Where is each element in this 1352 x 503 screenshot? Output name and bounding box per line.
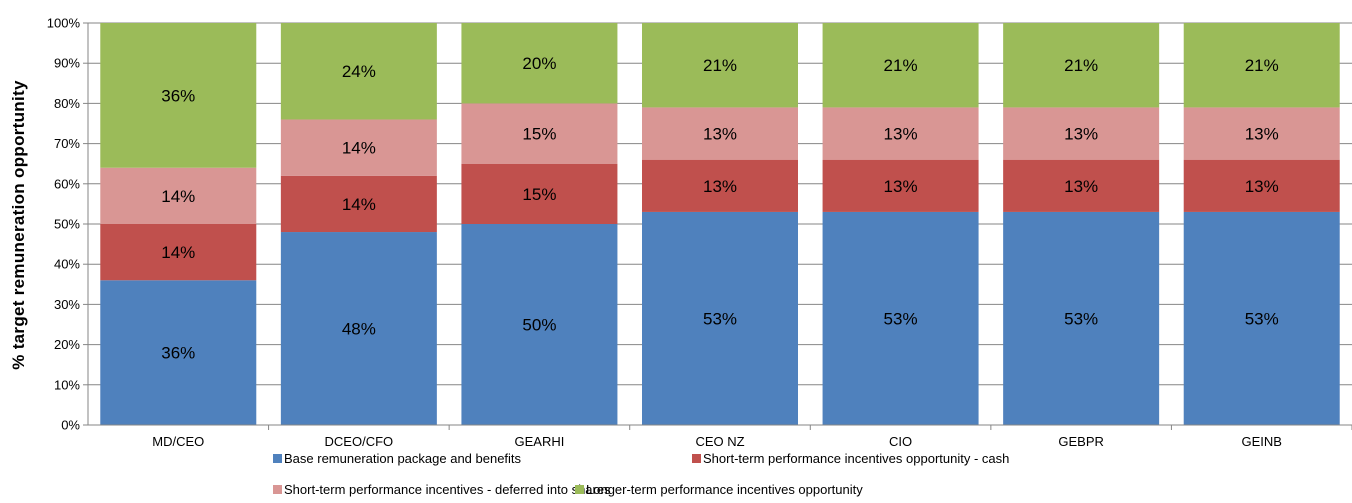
legend-label: Short-term performance incentives - defe… (284, 482, 611, 497)
data-label: 15% (522, 125, 556, 144)
bar-segment (642, 211, 798, 425)
data-label: 13% (703, 177, 737, 196)
bar-segment (642, 23, 798, 108)
data-label: 14% (342, 195, 376, 214)
y-tick-label: 90% (54, 56, 80, 71)
bar-segment (461, 224, 618, 425)
data-label: 36% (161, 344, 195, 363)
legend-label: Short-term performance incentives opport… (703, 451, 1009, 466)
bar-segment (1183, 23, 1340, 108)
data-label: 13% (1064, 125, 1098, 144)
bar-segment (1003, 159, 1160, 212)
bar-segment (280, 175, 437, 233)
data-label: 13% (1064, 177, 1098, 196)
y-tick-label: 20% (54, 337, 80, 352)
data-label: 21% (884, 56, 918, 75)
bar-segment (100, 23, 257, 168)
data-label: 13% (703, 125, 737, 144)
data-label: 14% (342, 139, 376, 158)
bar-segment (822, 23, 979, 108)
y-tick-label: 100% (47, 16, 81, 31)
bar-segment (280, 232, 437, 425)
y-tick-label: 40% (54, 257, 80, 272)
data-label: 53% (1245, 309, 1279, 328)
data-label: 21% (1245, 56, 1279, 75)
data-label: 21% (703, 56, 737, 75)
y-tick-label: 50% (54, 217, 80, 232)
data-label: 53% (703, 309, 737, 328)
data-label: 48% (342, 320, 376, 339)
legend-label: Longer-term performance incentives oppor… (586, 482, 863, 497)
x-category-label: GEINB (1241, 434, 1281, 449)
bar-segment (822, 107, 979, 160)
x-category-label: MD/CEO (152, 434, 204, 449)
bar-segment (642, 159, 798, 212)
bar-segment (642, 107, 798, 160)
data-label: 50% (522, 316, 556, 335)
data-label: 13% (884, 125, 918, 144)
x-category-label: GEBPR (1058, 434, 1104, 449)
data-label: 13% (884, 177, 918, 196)
y-tick-label: 10% (54, 377, 80, 392)
y-tick-label: 70% (54, 136, 80, 151)
bars-group: 36% 14% 14% 36% 48% 14% 14% 24% 50% 15% 15% 20% 53% 1… (100, 23, 1340, 425)
bar-segment (461, 23, 618, 104)
y-tick-label: 0% (61, 418, 80, 433)
bar-segment (100, 224, 257, 281)
x-category-label: CIO (889, 434, 912, 449)
bar-segment (280, 23, 437, 120)
legend-swatch (692, 454, 701, 463)
legend-swatch (575, 485, 584, 494)
y-tick-label: 80% (54, 96, 80, 111)
data-label: 14% (161, 243, 195, 262)
bar-segment (822, 211, 979, 425)
data-label: 36% (161, 86, 195, 105)
legend: Base remuneration package and benefits Sh… (273, 451, 1009, 497)
data-label: 24% (342, 62, 376, 81)
bar-segment (1003, 107, 1160, 160)
x-category-label: GEARHI (515, 434, 565, 449)
data-label: 13% (1245, 125, 1279, 144)
data-label: 15% (522, 185, 556, 204)
bar-segment (461, 103, 618, 164)
legend-label: Base remuneration package and benefits (284, 451, 522, 466)
bar-segment (280, 119, 437, 176)
bar-segment (1183, 211, 1340, 425)
data-label: 21% (1064, 56, 1098, 75)
bar-segment (1003, 23, 1160, 108)
legend-swatch (273, 485, 282, 494)
x-category-label: CEO NZ (695, 434, 744, 449)
bar-segment (461, 163, 618, 224)
data-label: 53% (884, 309, 918, 328)
y-tick-label: 60% (54, 176, 80, 191)
bar-segment (1003, 211, 1160, 425)
y-axis-title: % target remuneration opportunity (9, 80, 28, 370)
data-label: 14% (161, 187, 195, 206)
legend-swatch (273, 454, 282, 463)
data-label: 13% (1245, 177, 1279, 196)
data-label: 53% (1064, 309, 1098, 328)
bar-segment (100, 280, 257, 425)
bar-segment (822, 159, 979, 212)
x-category-label: DCEO/CFO (325, 434, 394, 449)
y-tick-label: 30% (54, 297, 80, 312)
axes: 0% 10% 20% 30% 40% 50% 60% 70% 80% 90% 100% MD/CEO D… (47, 16, 1352, 449)
data-label: 20% (522, 54, 556, 73)
bar-segment (1183, 159, 1340, 212)
bar-segment (100, 167, 257, 224)
bar-segment (1183, 107, 1340, 160)
